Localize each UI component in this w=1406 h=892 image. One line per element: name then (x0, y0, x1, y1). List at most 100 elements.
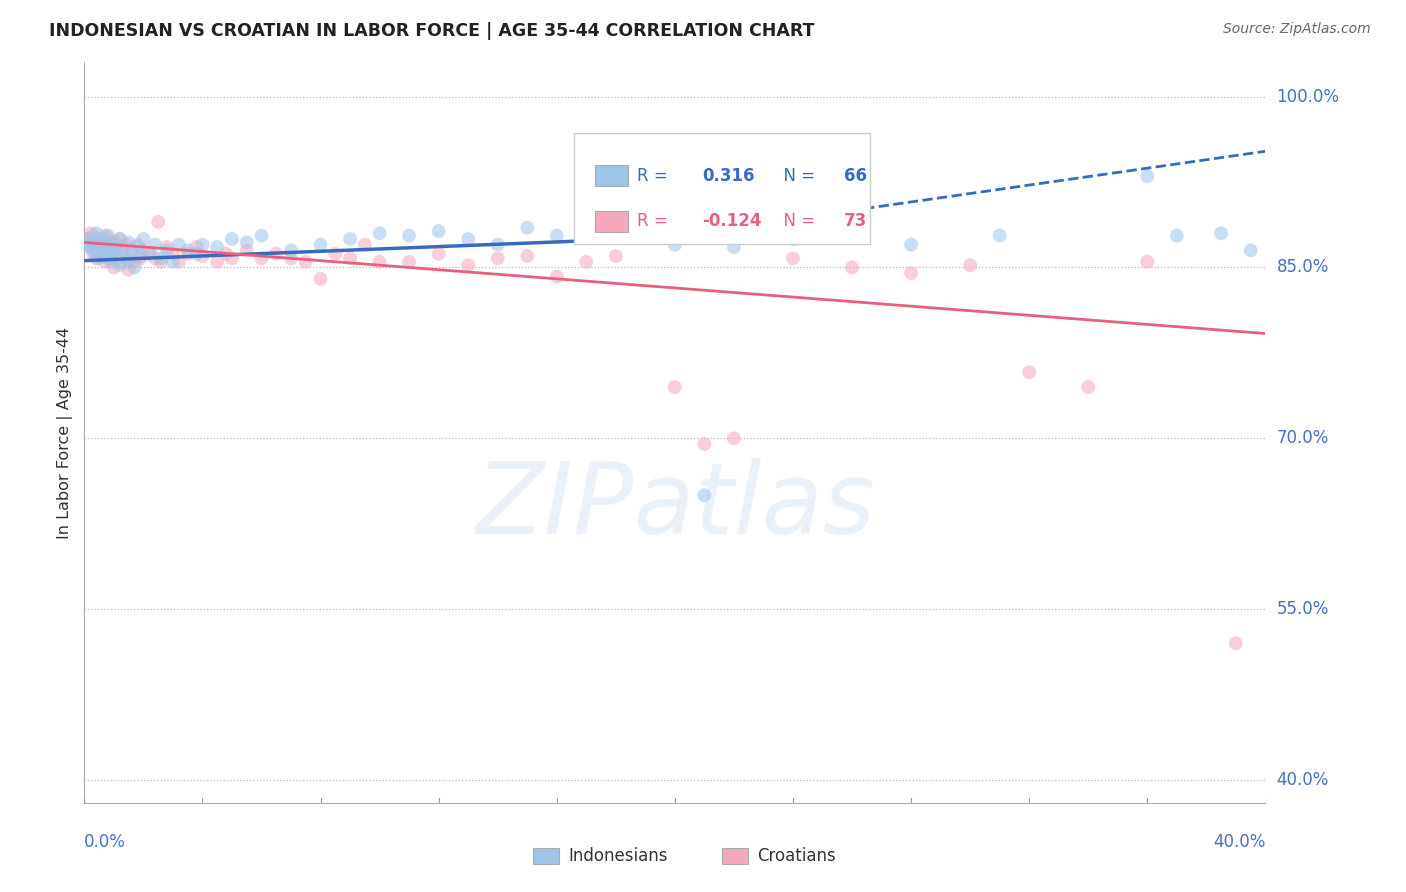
Point (1225, 636, 1247, 650)
Point (280, 252, 302, 266)
Point (108, 258, 131, 272)
Point (82, 235, 104, 250)
Point (132, 232, 155, 246)
Text: 70.0%: 70.0% (1277, 429, 1329, 447)
Point (546, 269, 568, 284)
Point (105, 240, 128, 254)
Point (1240, 244, 1263, 258)
Point (191, 237, 214, 252)
Point (605, 163, 627, 178)
Point (118, 235, 141, 250)
Point (841, 260, 863, 275)
Point (782, 252, 804, 266)
Point (427, 247, 450, 261)
Text: 55.0%: 55.0% (1277, 600, 1329, 618)
Point (111, 240, 134, 254)
Point (486, 252, 509, 266)
Point (121, 244, 143, 258)
Point (94, 249, 117, 263)
Point (486, 237, 509, 252)
Point (118, 262, 141, 277)
Point (280, 244, 302, 258)
Text: 73: 73 (844, 212, 868, 230)
Point (516, 220, 538, 235)
Text: R =: R = (637, 212, 673, 230)
Point (87, 252, 111, 266)
Point (84, 252, 107, 266)
Point (132, 244, 155, 258)
Point (215, 247, 238, 261)
Point (94, 254, 117, 268)
Point (575, 224, 598, 238)
Point (127, 237, 149, 252)
Point (118, 252, 141, 266)
Point (94, 228, 117, 243)
Point (79, 227, 101, 241)
Point (143, 252, 166, 266)
Point (309, 237, 332, 252)
Point (114, 237, 136, 252)
Point (693, 437, 716, 451)
Bar (533, 848, 560, 864)
Point (108, 232, 131, 246)
Point (100, 247, 122, 261)
Point (693, 488, 716, 502)
Point (108, 254, 131, 268)
Point (723, 431, 745, 445)
Point (148, 215, 170, 229)
Point (100, 247, 122, 261)
Text: Source: ZipAtlas.com: Source: ZipAtlas.com (1223, 22, 1371, 37)
Point (124, 260, 146, 275)
Point (266, 247, 288, 261)
Point (1136, 254, 1159, 268)
Text: INDONESIAN VS CROATIAN IN LABOR FORCE | AGE 35-44 CORRELATION CHART: INDONESIAN VS CROATIAN IN LABOR FORCE | … (49, 22, 814, 40)
Point (309, 272, 332, 286)
Point (103, 235, 125, 250)
Point (84, 227, 107, 241)
Point (129, 249, 152, 263)
Point (900, 266, 922, 280)
Text: 0.316: 0.316 (702, 167, 755, 185)
Text: 40.0%: 40.0% (1213, 833, 1265, 851)
Point (156, 240, 179, 254)
Point (162, 247, 184, 261)
Point (97, 228, 120, 243)
Point (76, 237, 98, 252)
Text: 40.0%: 40.0% (1277, 771, 1329, 789)
Point (207, 240, 229, 254)
Point (94, 235, 117, 250)
Point (1018, 365, 1040, 379)
Point (150, 252, 173, 266)
Point (177, 244, 200, 258)
Point (191, 249, 214, 263)
Point (103, 260, 125, 275)
Point (124, 254, 146, 268)
Text: 85.0%: 85.0% (1277, 259, 1329, 277)
Text: N =: N = (773, 167, 820, 185)
Point (103, 244, 125, 258)
Point (103, 237, 125, 252)
Point (97, 240, 120, 254)
Point (84, 247, 107, 261)
Point (87, 237, 111, 252)
Point (325, 247, 347, 261)
Point (91, 237, 114, 252)
Point (150, 254, 173, 268)
Point (100, 252, 122, 266)
Point (143, 237, 166, 252)
Point (664, 237, 686, 252)
Point (339, 252, 361, 266)
Point (162, 254, 184, 268)
Point (250, 228, 273, 243)
Point (295, 254, 318, 268)
Point (900, 237, 922, 252)
Text: Indonesians: Indonesians (568, 847, 668, 865)
Point (339, 232, 361, 246)
Text: 0.0%: 0.0% (84, 833, 127, 851)
Point (121, 247, 143, 261)
Point (167, 237, 190, 252)
Text: -0.124: -0.124 (702, 212, 762, 230)
Point (427, 224, 450, 238)
Bar (595, 166, 627, 186)
Text: 66: 66 (844, 167, 866, 185)
